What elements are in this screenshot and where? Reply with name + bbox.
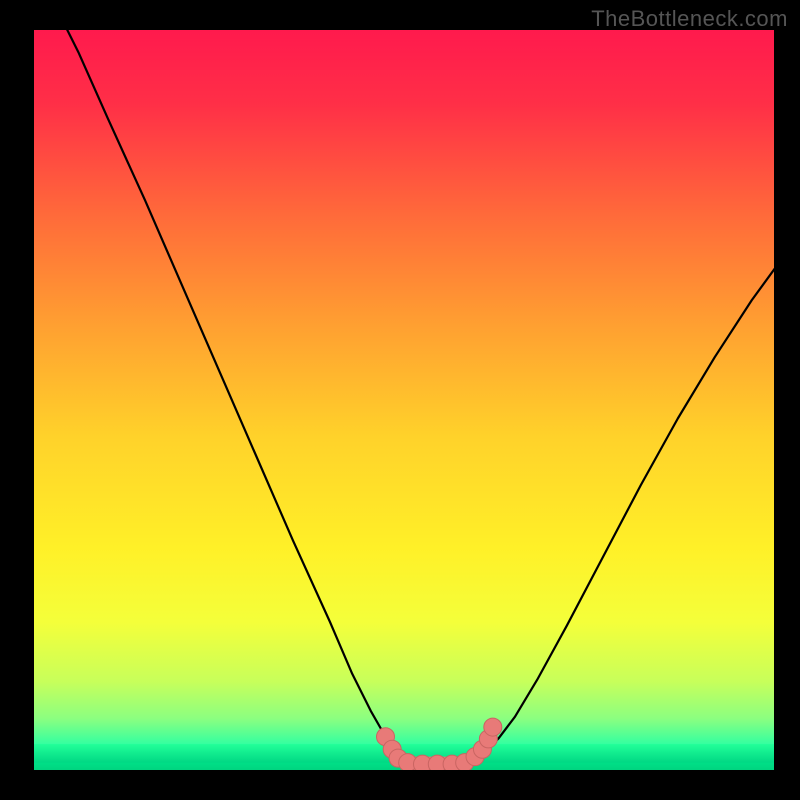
chart-svg [34, 30, 774, 770]
plot-area [34, 30, 774, 770]
gradient-background [34, 30, 774, 770]
data-marker [484, 718, 502, 736]
watermark-text: TheBottleneck.com [591, 6, 788, 32]
